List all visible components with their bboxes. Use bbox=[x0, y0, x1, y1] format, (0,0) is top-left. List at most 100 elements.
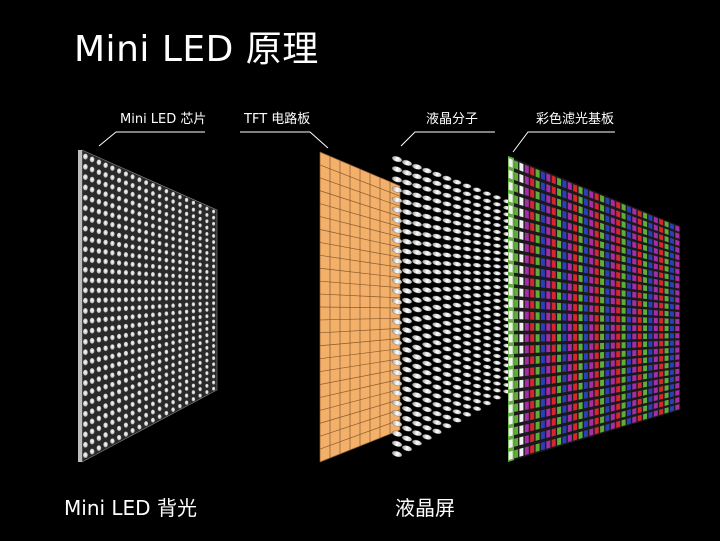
color-filter-subpixel bbox=[675, 254, 680, 261]
led-chip bbox=[184, 309, 189, 314]
color-filter-subpixel bbox=[546, 365, 551, 374]
color-filter-subpixel bbox=[573, 194, 578, 203]
color-filter-subpixel bbox=[632, 333, 637, 340]
liquid-crystal-molecule bbox=[493, 243, 501, 248]
led-chip bbox=[171, 310, 175, 316]
liquid-crystal-molecule bbox=[391, 247, 403, 254]
color-filter-subpixel bbox=[675, 390, 680, 396]
color-filter-subpixel bbox=[530, 200, 535, 210]
color-filter-subpixel bbox=[632, 274, 637, 282]
led-chip bbox=[150, 231, 155, 237]
liquid-crystal-molecule bbox=[493, 388, 501, 393]
led-chip bbox=[96, 159, 102, 166]
color-filter-subpixel bbox=[524, 187, 529, 197]
led-chip bbox=[89, 206, 95, 213]
led-chip bbox=[150, 280, 155, 286]
liquid-crystal-molecule bbox=[402, 327, 412, 334]
liquid-crystal-molecule bbox=[482, 342, 492, 348]
led-chip bbox=[157, 359, 162, 364]
color-filter-subpixel bbox=[583, 295, 588, 303]
led-chip bbox=[150, 352, 155, 358]
led-chip bbox=[150, 183, 155, 188]
led-chip bbox=[157, 280, 162, 286]
color-filter-subpixel bbox=[514, 253, 519, 262]
liquid-crystal-molecule bbox=[472, 194, 482, 200]
color-filter-subpixel bbox=[551, 334, 556, 342]
led-chip bbox=[171, 355, 175, 360]
liquid-crystal-molecule bbox=[432, 269, 442, 275]
color-filter-subpixel bbox=[621, 229, 626, 237]
led-chip bbox=[150, 369, 155, 375]
color-filter-subpixel bbox=[583, 256, 588, 264]
led-chip bbox=[110, 391, 115, 397]
led-chip bbox=[130, 174, 135, 180]
color-filter-subpixel bbox=[659, 378, 664, 385]
liquid-crystal-molecule bbox=[442, 397, 452, 403]
led-chip bbox=[184, 295, 189, 301]
led-chip bbox=[123, 234, 129, 240]
led-chip bbox=[116, 241, 122, 248]
color-filter-subpixel bbox=[514, 311, 519, 320]
color-filter-subpixel bbox=[605, 206, 610, 214]
color-filter-subpixel bbox=[632, 399, 637, 407]
color-filter-subpixel bbox=[540, 247, 545, 256]
color-filter-subpixel bbox=[551, 186, 556, 195]
color-filter-subpixel bbox=[519, 357, 524, 366]
liquid-crystal-molecule bbox=[482, 227, 492, 232]
led-chip bbox=[123, 225, 129, 231]
color-filter-subpixel bbox=[546, 259, 551, 268]
liquid-crystal-molecule bbox=[462, 262, 472, 268]
color-filter-subpixel bbox=[621, 385, 626, 392]
liquid-crystal-molecule bbox=[422, 406, 432, 413]
color-filter-subpixel bbox=[540, 192, 545, 202]
liquid-crystal-molecule bbox=[442, 201, 452, 207]
led-chip bbox=[164, 257, 169, 263]
color-filter-subpixel bbox=[524, 266, 529, 275]
led-chip bbox=[178, 295, 182, 301]
color-filter-subpixel bbox=[616, 394, 621, 402]
led-chip bbox=[96, 267, 102, 274]
color-filter-subpixel bbox=[557, 406, 562, 415]
color-filter-subpixel bbox=[524, 311, 529, 320]
color-filter-subpixel bbox=[567, 303, 572, 311]
liquid-crystal-molecule bbox=[472, 255, 482, 261]
color-filter-subpixel bbox=[519, 265, 524, 274]
liquid-crystal-molecule bbox=[422, 342, 432, 348]
color-filter-subpixel bbox=[653, 271, 658, 278]
color-filter-subpixel bbox=[616, 342, 621, 349]
led-chip bbox=[110, 193, 115, 200]
color-filter-subpixel bbox=[637, 284, 642, 291]
led-chip bbox=[123, 368, 129, 374]
color-filter-subpixel bbox=[551, 175, 556, 185]
color-filter-subpixel bbox=[589, 428, 594, 436]
liquid-crystal-molecule bbox=[402, 268, 412, 275]
liquid-crystal-molecule bbox=[442, 320, 452, 326]
color-filter-subpixel bbox=[594, 417, 599, 425]
color-filter-subpixel bbox=[514, 276, 519, 285]
color-filter-subpixel bbox=[637, 218, 642, 226]
led-chip bbox=[212, 221, 216, 226]
color-filter-subpixel bbox=[610, 279, 615, 287]
tft-grid-line bbox=[319, 429, 401, 463]
color-filter-subpixel bbox=[514, 357, 519, 366]
liquid-crystal-molecule bbox=[462, 191, 472, 197]
liquid-crystal-molecule bbox=[432, 260, 442, 266]
liquid-crystal-molecule bbox=[493, 250, 501, 255]
led-chip bbox=[191, 376, 196, 382]
tft-grid-line bbox=[319, 164, 401, 197]
color-filter-subpixel bbox=[664, 295, 669, 302]
color-filter-subpixel bbox=[616, 219, 621, 227]
color-filter-subpixel bbox=[675, 361, 680, 368]
led-chip bbox=[184, 302, 189, 307]
liquid-crystal-molecule bbox=[391, 410, 403, 417]
color-filter-subpixel bbox=[675, 297, 680, 303]
led-chip bbox=[171, 229, 175, 234]
color-filter-subpixel bbox=[600, 425, 605, 433]
liquid-crystal-molecule bbox=[422, 314, 432, 321]
led-chip bbox=[157, 193, 162, 199]
led-chip bbox=[171, 206, 175, 212]
liquid-crystal-molecule bbox=[412, 182, 422, 189]
led-chip bbox=[205, 301, 209, 306]
color-filter-subpixel bbox=[524, 232, 529, 242]
color-filter-subpixel bbox=[557, 281, 562, 290]
